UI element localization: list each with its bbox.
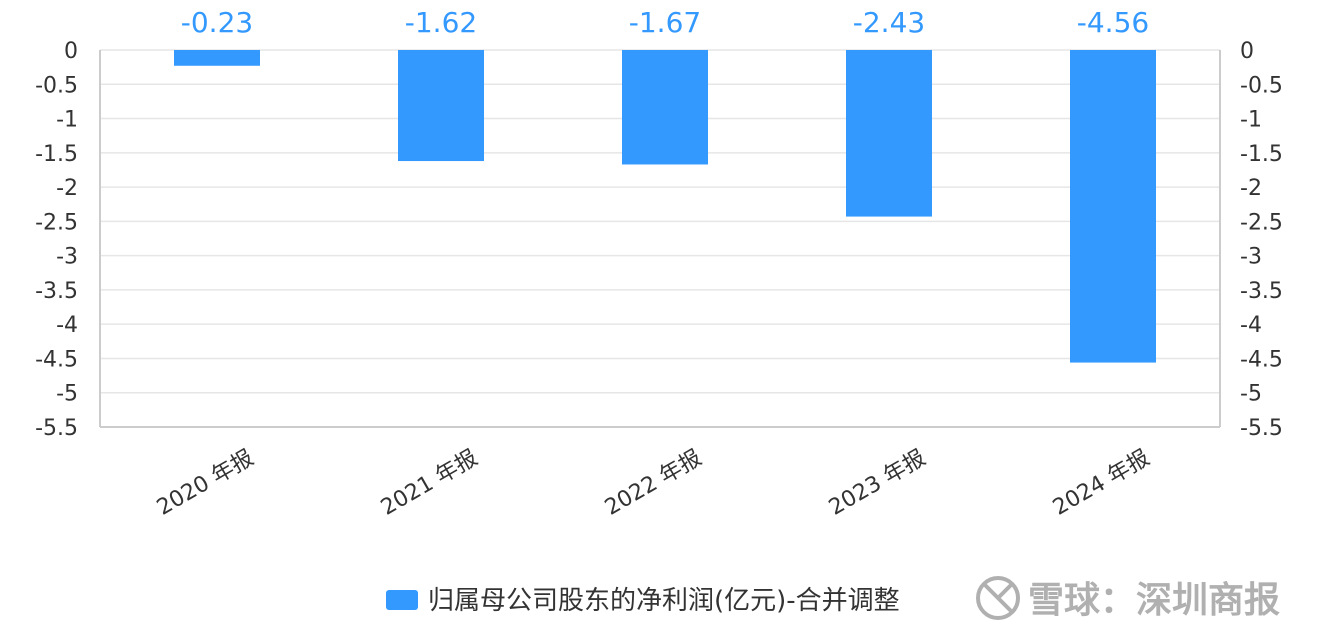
bars xyxy=(174,50,1156,363)
category-label: 2022 年报 xyxy=(601,446,706,521)
y-tick-label-left: -2 xyxy=(56,176,78,201)
legend-label: 归属母公司股东的净利润(亿元)-合并调整 xyxy=(428,586,900,616)
y-tick-label-right: 0 xyxy=(1240,39,1254,64)
watermark: 雪球：深圳商报 xyxy=(976,576,1280,621)
data-label: -4.56 xyxy=(1077,6,1149,39)
bar xyxy=(398,50,484,162)
legend: 归属母公司股东的净利润(亿元)-合并调整 xyxy=(386,586,900,616)
y-tick-label-right: -5.5 xyxy=(1240,416,1283,441)
data-labels: -0.23 -1.62 -1.67 -2.43 -4.56 xyxy=(181,6,1149,39)
axes xyxy=(99,50,1221,427)
y-tick-label-left: -5 xyxy=(56,382,78,407)
data-label: -2.43 xyxy=(853,6,925,39)
y-tick-label-left: -2.5 xyxy=(35,210,78,235)
y-tick-label-right: -0.5 xyxy=(1240,73,1283,98)
y-tick-label-right: -3 xyxy=(1240,245,1262,270)
bar xyxy=(1070,50,1156,363)
y-tick-label-right: -4 xyxy=(1240,313,1262,338)
grid-lines xyxy=(100,49,1220,428)
data-label: -1.62 xyxy=(405,6,477,39)
data-label: -1.67 xyxy=(629,6,701,39)
category-label: 2020 年报 xyxy=(153,446,258,521)
category-label: 2021 年报 xyxy=(377,446,482,521)
y-tick-label-left: -4 xyxy=(56,313,78,338)
y-tick-label-left: -4.5 xyxy=(35,347,78,372)
bar xyxy=(622,50,708,165)
y-tick-label-left: -3.5 xyxy=(35,279,78,304)
category-label: 2023 年报 xyxy=(825,446,930,521)
category-label: 2024 年报 xyxy=(1049,446,1154,521)
category-labels: 2020 年报 2021 年报 2022 年报 2023 年报 2024 年报 xyxy=(153,446,1154,521)
y-tick-label-right: -5 xyxy=(1240,382,1262,407)
y-tick-label-right: -1.5 xyxy=(1240,142,1283,167)
y-tick-label-right: -2 xyxy=(1240,176,1262,201)
y-tick-label-right: -1 xyxy=(1240,108,1262,133)
y-tick-label-left: 0 xyxy=(64,39,78,64)
y-tick-label-right: -2.5 xyxy=(1240,210,1283,235)
y-tick-label-left: -5.5 xyxy=(35,416,78,441)
y-tick-labels-right: 0 -0.5 -1 -1.5 -2 -2.5 -3 -3.5 -4 -4.5 -5 -5.5 xyxy=(1240,39,1283,441)
y-tick-label-right: -3.5 xyxy=(1240,279,1283,304)
bar xyxy=(846,50,932,217)
y-tick-label-left: -0.5 xyxy=(35,73,78,98)
y-tick-label-left: -1.5 xyxy=(35,142,78,167)
bar xyxy=(174,50,260,66)
y-tick-labels-left: 0 -0.5 -1 -1.5 -2 -2.5 -3 -3.5 -4 -4.5 -5 -5.5 xyxy=(35,39,78,441)
y-tick-label-left: -3 xyxy=(56,245,78,270)
data-label: -0.23 xyxy=(181,6,253,39)
watermark-text: 雪球：深圳商报 xyxy=(1028,580,1280,621)
legend-swatch xyxy=(386,590,418,610)
y-tick-label-left: -1 xyxy=(56,108,78,133)
y-tick-label-right: -4.5 xyxy=(1240,347,1283,372)
xueqiu-logo-icon xyxy=(976,576,1020,620)
